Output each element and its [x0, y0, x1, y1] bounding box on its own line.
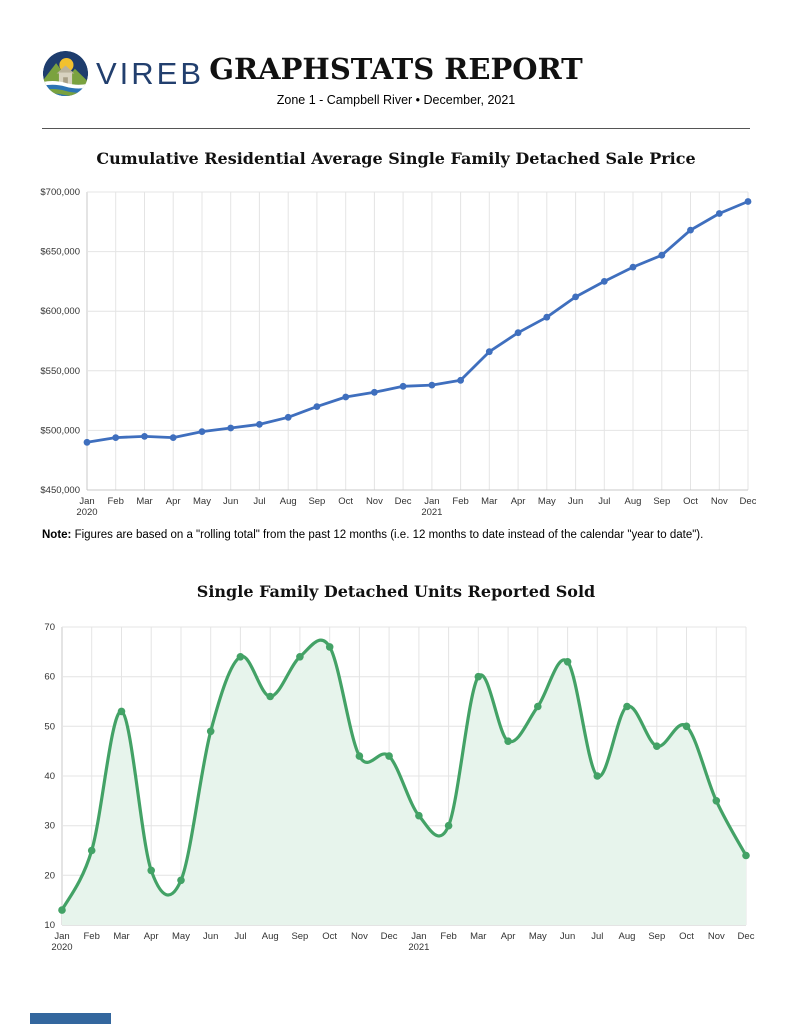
svg-text:Oct: Oct — [679, 931, 694, 942]
svg-text:Dec: Dec — [381, 931, 398, 942]
report-subtitle: Zone 1 - Campbell River • December, 2021 — [276, 93, 516, 107]
svg-text:2020: 2020 — [51, 942, 72, 953]
svg-text:50: 50 — [44, 721, 55, 732]
units-chart-title: Single Family Detached Units Reported So… — [196, 582, 596, 601]
note-label: Note: — [42, 529, 72, 541]
svg-text:Mar: Mar — [136, 496, 152, 507]
svg-text:Mar: Mar — [470, 931, 486, 942]
footer-accent-bar — [30, 1013, 111, 1024]
svg-text:Jul: Jul — [253, 496, 265, 507]
svg-text:Oct: Oct — [338, 496, 353, 507]
svg-text:Mar: Mar — [481, 496, 497, 507]
svg-text:Dec: Dec — [740, 496, 756, 507]
svg-text:$650,000: $650,000 — [40, 247, 80, 258]
svg-text:Apr: Apr — [511, 496, 526, 507]
svg-text:Jun: Jun — [560, 931, 575, 942]
svg-text:2020: 2020 — [76, 507, 97, 518]
svg-text:Nov: Nov — [366, 496, 383, 507]
logo-wordmark: VIREB — [96, 55, 205, 91]
svg-text:$700,000: $700,000 — [40, 187, 80, 198]
svg-text:Jun: Jun — [568, 496, 583, 507]
svg-text:Jul: Jul — [591, 931, 603, 942]
svg-text:Apr: Apr — [166, 496, 181, 507]
svg-text:70: 70 — [44, 622, 55, 633]
svg-text:Dec: Dec — [738, 931, 755, 942]
price-chart-title: Cumulative Residential Average Single Fa… — [96, 149, 696, 168]
svg-text:$500,000: $500,000 — [40, 425, 80, 436]
svg-text:20: 20 — [44, 870, 55, 881]
svg-text:Apr: Apr — [144, 931, 159, 942]
svg-text:2021: 2021 — [421, 507, 442, 518]
svg-text:May: May — [172, 931, 190, 942]
svg-text:$600,000: $600,000 — [40, 306, 80, 317]
rolling-total-note: Note: Figures are based on a "rolling to… — [42, 529, 703, 541]
svg-text:May: May — [193, 496, 211, 507]
svg-text:Aug: Aug — [262, 931, 279, 942]
svg-text:$450,000: $450,000 — [40, 485, 80, 496]
svg-text:Sep: Sep — [291, 931, 308, 942]
svg-text:Jul: Jul — [234, 931, 246, 942]
svg-text:May: May — [529, 931, 547, 942]
svg-text:2021: 2021 — [408, 942, 429, 953]
svg-text:Aug: Aug — [619, 931, 636, 942]
svg-text:10: 10 — [44, 920, 55, 931]
svg-text:30: 30 — [44, 821, 55, 832]
svg-text:Mar: Mar — [113, 931, 129, 942]
svg-text:Jan: Jan — [411, 931, 426, 942]
svg-text:Feb: Feb — [108, 496, 124, 507]
svg-text:Sep: Sep — [308, 496, 325, 507]
page-title: GRAPHSTATS REPORT — [209, 52, 583, 86]
svg-text:Jun: Jun — [223, 496, 238, 507]
svg-text:Sep: Sep — [648, 931, 665, 942]
svg-text:40: 40 — [44, 771, 55, 782]
svg-text:Aug: Aug — [280, 496, 297, 507]
svg-text:$550,000: $550,000 — [40, 366, 80, 377]
report-header: GRAPHSTATS REPORT Zone 1 - Campbell Rive… — [0, 52, 792, 107]
svg-text:Oct: Oct — [683, 496, 698, 507]
svg-text:Apr: Apr — [501, 931, 516, 942]
svg-text:60: 60 — [44, 672, 55, 683]
svg-text:Sep: Sep — [653, 496, 670, 507]
svg-text:Nov: Nov — [711, 496, 728, 507]
svg-text:Feb: Feb — [440, 931, 456, 942]
svg-text:Jan: Jan — [79, 496, 94, 507]
svg-text:Jan: Jan — [424, 496, 439, 507]
svg-text:Feb: Feb — [452, 496, 468, 507]
note-text: Figures are based on a "rolling total" f… — [71, 529, 704, 541]
svg-text:Aug: Aug — [625, 496, 642, 507]
vireb-logo: VIREB — [42, 50, 204, 97]
svg-text:May: May — [538, 496, 556, 507]
svg-text:Nov: Nov — [708, 931, 725, 942]
price-line-chart: $450,000 $500,000 $550,000 $600,000 $650,000… — [40, 187, 756, 518]
svg-text:Jan: Jan — [54, 931, 69, 942]
header-divider — [42, 128, 750, 129]
svg-text:Feb: Feb — [84, 931, 100, 942]
svg-text:Nov: Nov — [351, 931, 368, 942]
svg-text:Oct: Oct — [322, 931, 337, 942]
svg-text:Jun: Jun — [203, 931, 218, 942]
svg-text:Jul: Jul — [598, 496, 610, 507]
vireb-logo-icon — [42, 50, 89, 97]
svg-text:Dec: Dec — [395, 496, 412, 507]
